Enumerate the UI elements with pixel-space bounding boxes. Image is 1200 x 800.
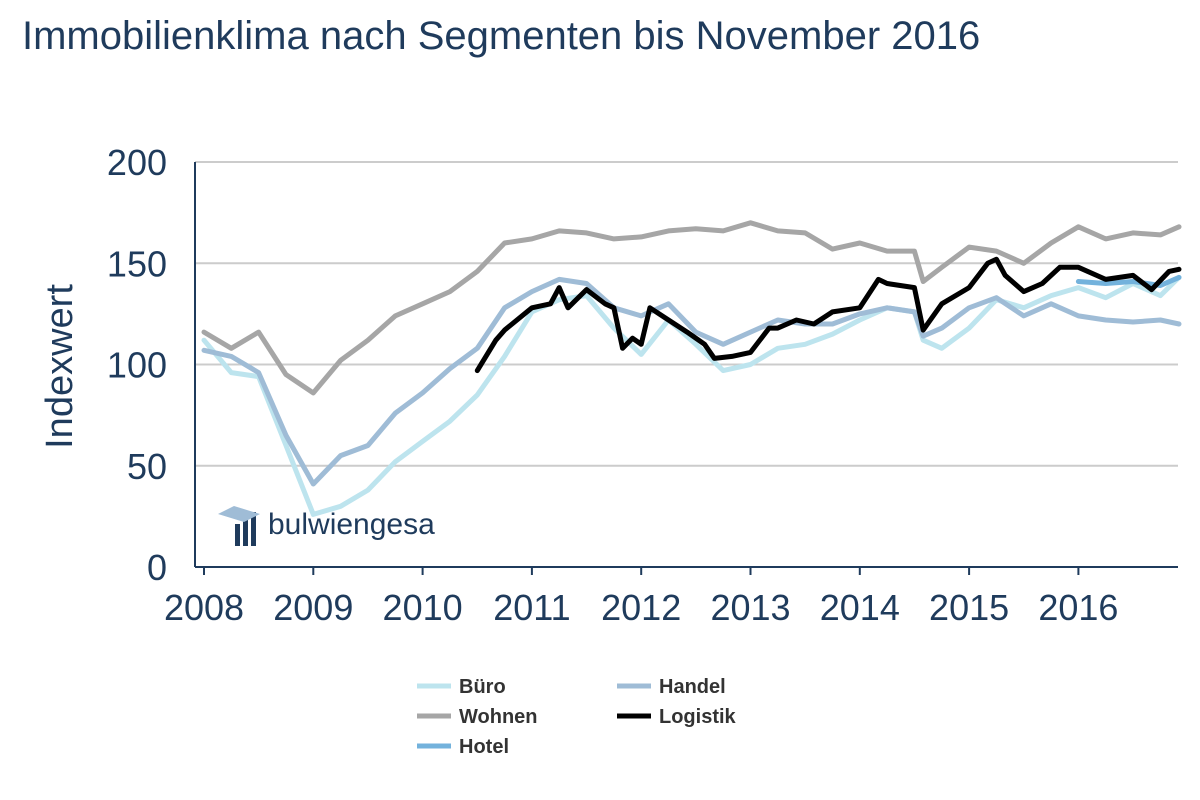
- x-tick-label: 2015: [929, 587, 1009, 628]
- legend-label: Büro: [459, 676, 506, 698]
- logo-text: bulwiengesa: [268, 508, 435, 541]
- x-tick-label: 2011: [493, 587, 570, 628]
- series-line-wohnen: [201, 220, 1182, 396]
- x-tick-label: 2009: [273, 587, 353, 628]
- y-tick-label: 0: [147, 547, 167, 588]
- legend-label: Wohnen: [459, 706, 538, 728]
- logo-shape: [218, 506, 260, 522]
- y-axis-label: Indexwert: [39, 284, 81, 449]
- logo-bar: [235, 524, 240, 546]
- series-line-handel: [201, 276, 1182, 487]
- chart-title: Immobilienklima nach Segmenten bis Novem…: [22, 14, 981, 58]
- y-tick-label: 50: [127, 446, 167, 487]
- series-line-buero: [201, 274, 1182, 517]
- x-tick-label: 2008: [164, 587, 244, 628]
- x-tick-label: 2016: [1038, 587, 1118, 628]
- legend-label: Hotel: [459, 736, 509, 758]
- series-line-logistik: [474, 256, 1182, 374]
- bulwiengesa-logo: [218, 506, 260, 546]
- logo-bar: [243, 518, 248, 546]
- y-tick-label: 150: [107, 243, 167, 284]
- x-tick-label: 2012: [601, 587, 681, 628]
- series-line-hotel: [1075, 274, 1182, 288]
- y-tick-label: 100: [107, 345, 167, 386]
- x-tick-label: 2010: [383, 587, 463, 628]
- x-tick-label: 2014: [820, 587, 900, 628]
- logo-bar: [251, 512, 256, 546]
- x-tick-label: 2013: [710, 587, 790, 628]
- y-tick-label: 200: [107, 142, 167, 183]
- legend-label: Handel: [659, 676, 726, 698]
- legend-label: Logistik: [659, 706, 737, 728]
